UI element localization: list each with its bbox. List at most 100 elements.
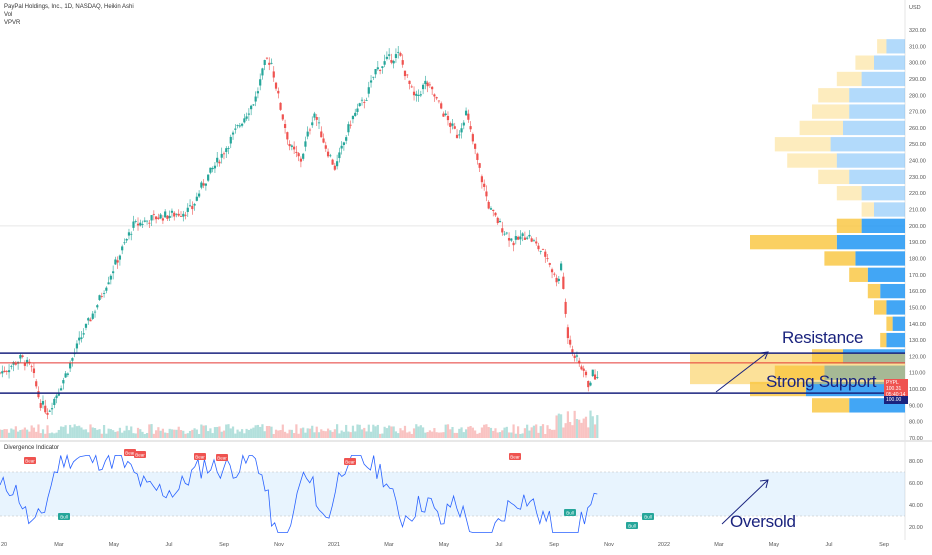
volume-bar bbox=[116, 431, 119, 438]
volume-bar bbox=[401, 430, 404, 438]
candle-body bbox=[236, 125, 239, 127]
candle-body bbox=[379, 70, 382, 71]
volume-bar bbox=[460, 427, 463, 438]
volume-bar bbox=[102, 424, 106, 438]
candle-body bbox=[557, 278, 560, 282]
candle-body bbox=[141, 224, 144, 225]
volume-bar bbox=[349, 432, 352, 438]
volume-bar bbox=[485, 424, 488, 438]
volume-bar bbox=[71, 427, 74, 438]
volume-bar bbox=[297, 433, 300, 438]
candle-body bbox=[290, 145, 293, 147]
divergence-badge bbox=[194, 453, 206, 460]
candle-body bbox=[121, 246, 124, 251]
volume-bar bbox=[435, 432, 438, 438]
volume-bar bbox=[109, 429, 112, 438]
vpvr-bar-up bbox=[836, 235, 905, 250]
volume-bar bbox=[336, 424, 339, 438]
osc-axis-tick: 40.00 bbox=[909, 503, 923, 509]
volume-bar bbox=[550, 429, 554, 438]
candle-body bbox=[259, 79, 262, 86]
candle-body bbox=[80, 337, 83, 339]
volume-bar bbox=[354, 431, 357, 438]
price-axis-tick: 110.00 bbox=[909, 371, 925, 377]
time-axis-tick: 20 bbox=[1, 542, 7, 548]
volume-bar bbox=[462, 432, 465, 438]
volume-bar bbox=[91, 427, 94, 438]
volume-bar bbox=[381, 433, 384, 438]
candle-body bbox=[503, 233, 506, 235]
volume-bar bbox=[186, 433, 189, 438]
vpvr-bar-down bbox=[799, 120, 843, 136]
volume-bar bbox=[584, 416, 588, 438]
osc-axis-tick: 60.00 bbox=[909, 481, 923, 487]
volume-bar bbox=[288, 429, 291, 438]
candle-body bbox=[193, 203, 196, 206]
candle-body bbox=[184, 214, 187, 216]
volume-bar bbox=[578, 419, 581, 438]
divergence-label: Bull bbox=[566, 511, 574, 516]
candle-body bbox=[5, 371, 8, 372]
volume-bar bbox=[46, 425, 49, 438]
volume-bar bbox=[229, 428, 232, 438]
candle-body bbox=[485, 191, 488, 197]
divergence-label: Bull bbox=[628, 524, 636, 529]
candle-body bbox=[471, 134, 474, 142]
volume-bar bbox=[347, 431, 350, 438]
volume-bar bbox=[571, 425, 574, 438]
volume-bar bbox=[57, 429, 60, 438]
volume-bar bbox=[148, 424, 151, 438]
volume-bar bbox=[218, 426, 221, 438]
volume-bar bbox=[39, 433, 42, 438]
volume-bar bbox=[555, 415, 558, 438]
divergence-badge bbox=[344, 458, 356, 465]
volume-bar bbox=[367, 424, 370, 438]
volume-bar bbox=[152, 433, 155, 438]
volume-bar bbox=[308, 428, 312, 438]
volume-bar bbox=[73, 424, 76, 438]
candle-body bbox=[150, 215, 153, 221]
volume-bar bbox=[243, 433, 246, 438]
vpvr-bar-down bbox=[874, 300, 887, 315]
volume-bar bbox=[89, 424, 92, 438]
volume-bar bbox=[498, 432, 502, 438]
vpvr-bar-down bbox=[880, 332, 887, 348]
candle-body bbox=[75, 343, 79, 349]
candle-body bbox=[578, 360, 581, 364]
time-axis-tick: 2022 bbox=[658, 542, 670, 548]
time-axis-tick: Nov bbox=[274, 542, 284, 548]
candle-body bbox=[453, 126, 456, 129]
volume-bar bbox=[62, 426, 65, 438]
candle-body bbox=[272, 71, 275, 78]
candle-body bbox=[374, 69, 377, 75]
volume-bar bbox=[489, 427, 493, 438]
divergence-label: Bear bbox=[217, 456, 227, 461]
candle-body bbox=[388, 54, 391, 56]
candle-body bbox=[198, 193, 201, 197]
volume-bar bbox=[12, 429, 15, 438]
volume-bar bbox=[182, 430, 185, 438]
candle-body bbox=[270, 62, 273, 64]
candle-body bbox=[338, 152, 341, 159]
candle-body bbox=[589, 382, 592, 386]
time-axis-tick: Mar bbox=[384, 542, 394, 548]
candle-body bbox=[562, 276, 565, 289]
vpvr-bar-up bbox=[886, 39, 905, 54]
candle-body bbox=[50, 408, 54, 410]
price-arrow bbox=[715, 351, 769, 393]
volume-bar bbox=[496, 432, 499, 438]
volume-bar bbox=[250, 428, 253, 438]
volume-bar bbox=[216, 426, 219, 438]
volume-bar bbox=[476, 433, 479, 438]
divergence-badge bbox=[58, 513, 70, 520]
candle-body bbox=[584, 371, 588, 376]
candle-body bbox=[498, 221, 502, 223]
volume-bar bbox=[100, 433, 103, 438]
candle-body bbox=[324, 145, 327, 149]
volume-bar bbox=[136, 427, 140, 438]
volume-bar bbox=[494, 428, 497, 438]
price-axis-tick: 290.00 bbox=[909, 77, 926, 83]
osc-arrow-head bbox=[759, 479, 769, 489]
volume-bar bbox=[207, 431, 210, 438]
